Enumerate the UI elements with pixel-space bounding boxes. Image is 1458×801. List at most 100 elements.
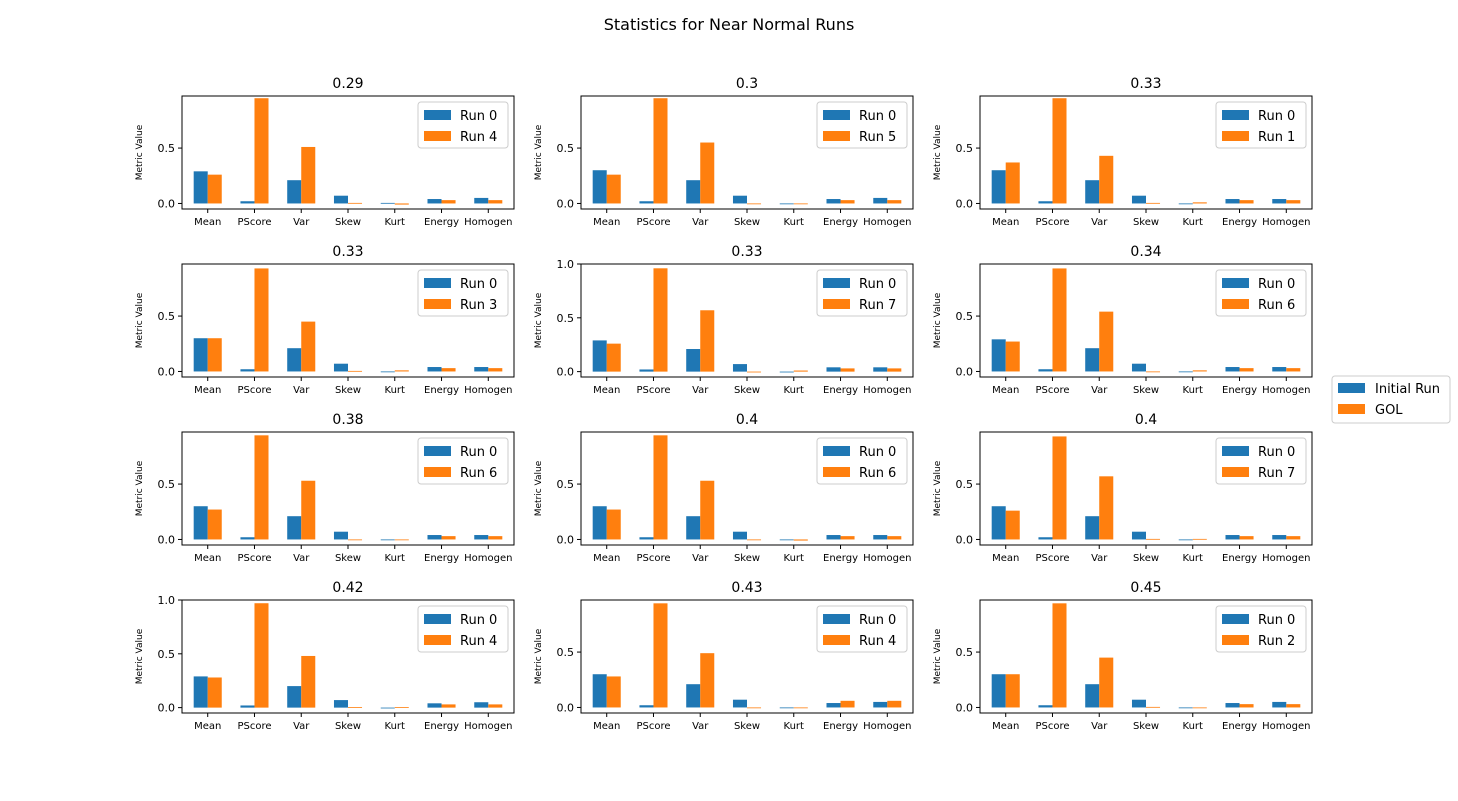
subplot-legend: Run 0 Run 7 xyxy=(816,269,908,317)
subplot-1: 0.3 0.0 0.5 Mean PScore Var Skew Kurt Energy Homo… xyxy=(534,76,914,228)
bar-run0-var xyxy=(287,348,302,372)
y-axis-label: Metric Value xyxy=(534,460,544,516)
x-tick-label-energy: Energy xyxy=(1222,385,1257,396)
figure-legend: Initial Run GOL xyxy=(1331,375,1451,424)
legend-label: Run 5 xyxy=(859,130,896,145)
x-tick-label-kurt: Kurt xyxy=(1183,721,1204,732)
legend-swatch xyxy=(1222,299,1249,309)
bar-comparison-var xyxy=(1099,311,1114,372)
bar-comparison-energy xyxy=(840,368,855,372)
bar-comparison-mean xyxy=(606,509,621,540)
subplot-legend: Run 0 Run 7 xyxy=(1215,437,1307,485)
bar-run0-pscore xyxy=(1038,369,1053,372)
bar-run0-var xyxy=(1085,348,1100,372)
bar-comparison-skew xyxy=(348,707,363,708)
x-tick-label-energy: Energy xyxy=(1222,217,1257,228)
x-tick-label-mean: Mean xyxy=(992,721,1019,732)
bar-comparison-pscore xyxy=(254,435,269,540)
bar-run0-energy xyxy=(427,199,442,204)
subplot-title: 0.29 xyxy=(332,76,363,92)
y-tick-label: 0.0 xyxy=(557,701,575,714)
bar-run0-mean xyxy=(991,339,1006,372)
bar-comparison-homogen xyxy=(1286,368,1301,372)
legend-label: Run 6 xyxy=(460,466,497,481)
bar-run0-var xyxy=(686,180,701,204)
legend-label: Run 0 xyxy=(460,109,497,124)
bar-comparison-energy xyxy=(1239,368,1254,372)
y-tick-label: 0.0 xyxy=(557,197,575,210)
bar-comparison-energy xyxy=(840,200,855,204)
x-tick-label-kurt: Kurt xyxy=(385,553,406,564)
bar-run0-skew xyxy=(333,363,348,372)
x-tick-label-var: Var xyxy=(692,553,709,564)
x-tick-label-var: Var xyxy=(1091,217,1108,228)
bar-comparison-kurt xyxy=(1192,202,1207,204)
bar-comparison-skew xyxy=(348,370,363,372)
legend-swatch xyxy=(424,278,451,288)
bar-run0-energy xyxy=(427,367,442,372)
legend-label: Run 4 xyxy=(460,634,497,649)
legend-label: Run 0 xyxy=(1258,613,1295,628)
y-tick-label: 0.5 xyxy=(956,142,974,155)
x-tick-label-energy: Energy xyxy=(424,553,459,564)
y-tick-label: 0.0 xyxy=(956,197,974,210)
bar-run0-skew xyxy=(1131,363,1146,372)
bar-run0-homogen xyxy=(873,535,888,540)
bar-comparison-pscore xyxy=(653,435,668,540)
x-tick-label-homogen: Homogen xyxy=(1262,721,1310,732)
y-axis-label: Metric Value xyxy=(933,628,943,684)
bar-comparison-kurt xyxy=(1192,707,1207,709)
bar-run0-kurt xyxy=(779,707,794,709)
bar-run0-skew xyxy=(1131,699,1146,708)
bar-run0-var xyxy=(1085,516,1100,540)
bar-run0-skew xyxy=(732,364,747,372)
legend-swatch xyxy=(424,467,451,477)
bar-comparison-energy xyxy=(441,704,456,708)
bar-comparison-var xyxy=(1099,155,1114,204)
bar-run0-kurt xyxy=(779,539,794,541)
legend-swatch xyxy=(823,614,850,624)
legend-label: Run 2 xyxy=(1258,634,1295,649)
subplot-title: 0.42 xyxy=(332,580,363,596)
bar-comparison-kurt xyxy=(394,707,409,708)
bar-comparison-pscore xyxy=(1052,603,1067,708)
bar-comparison-energy xyxy=(840,700,855,708)
legend-swatch xyxy=(1222,278,1249,288)
subplot-title: 0.43 xyxy=(731,580,762,596)
y-tick-label: 0.0 xyxy=(158,702,176,715)
legend-swatch xyxy=(424,614,451,624)
bar-run0-skew xyxy=(732,531,747,540)
x-tick-label-energy: Energy xyxy=(823,553,858,564)
y-tick-label: 0.0 xyxy=(557,366,575,379)
bar-comparison-homogen xyxy=(488,536,503,540)
x-tick-label-kurt: Kurt xyxy=(1183,553,1204,564)
bar-comparison-homogen xyxy=(887,200,902,204)
x-tick-label-var: Var xyxy=(293,217,310,228)
bar-run0-energy xyxy=(826,367,841,372)
y-axis-label: Metric Value xyxy=(534,628,544,684)
subplot-10: 0.43 0.0 0.5 Mean PScore Var Skew Kurt Energy Hom… xyxy=(534,580,914,732)
x-tick-label-mean: Mean xyxy=(194,217,221,228)
y-tick-label: 1.0 xyxy=(557,258,575,271)
legend-label: Run 4 xyxy=(460,130,497,145)
bar-run0-skew xyxy=(333,195,348,204)
bar-run0-homogen xyxy=(1272,701,1287,708)
y-tick-label: 0.5 xyxy=(158,142,176,155)
bar-comparison-kurt xyxy=(1192,370,1207,372)
y-axis-label: Metric Value xyxy=(135,292,145,348)
bar-run0-kurt xyxy=(1178,203,1193,205)
y-tick-label: 0.0 xyxy=(158,365,176,378)
legend-label: Run 0 xyxy=(859,613,896,628)
legend-swatch xyxy=(1222,635,1249,645)
bar-comparison-kurt xyxy=(394,539,409,541)
legend-swatch xyxy=(823,278,850,288)
bar-run0-pscore xyxy=(1038,201,1053,204)
x-tick-label-pscore: PScore xyxy=(237,217,271,228)
bar-comparison-pscore xyxy=(254,268,269,372)
legend-swatch xyxy=(823,110,850,120)
y-tick-label: 0.0 xyxy=(956,701,974,714)
bar-run0-kurt xyxy=(779,203,794,205)
legend-swatch xyxy=(823,635,850,645)
subplot-title: 0.3 xyxy=(736,76,758,92)
